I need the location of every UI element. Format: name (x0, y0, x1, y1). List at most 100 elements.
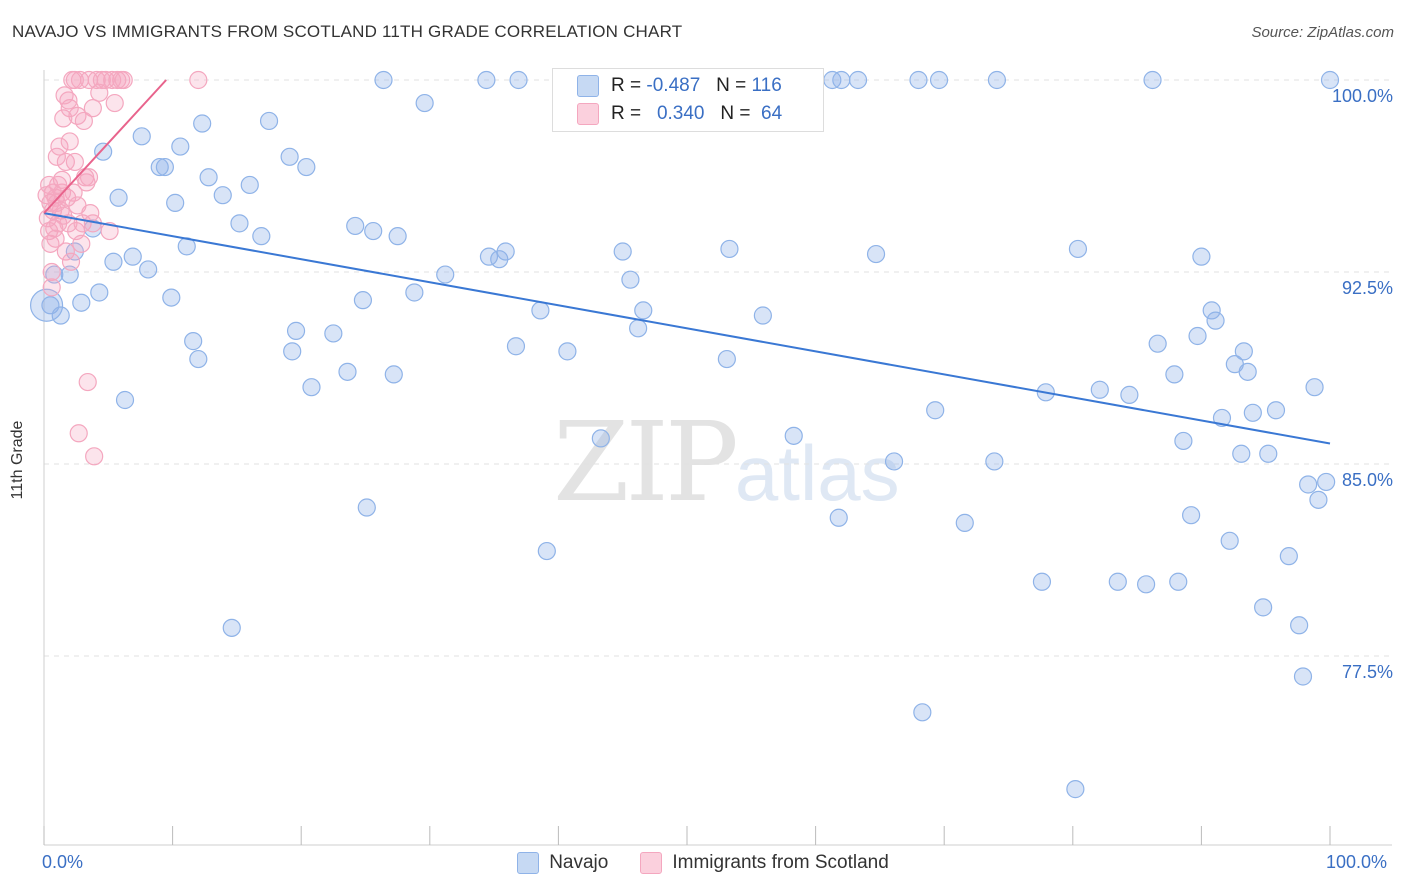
navajo-point (717, 349, 736, 369)
navajo-point (1293, 667, 1313, 686)
scotland-points (37, 70, 208, 466)
navajo-point (302, 378, 321, 397)
legend-navajo-swatch (517, 852, 540, 874)
navajo-point (286, 321, 306, 340)
scotland-point (77, 173, 96, 192)
navajo-point (283, 342, 302, 361)
scotland-trend-line (43, 79, 167, 214)
navajo-point (240, 175, 259, 195)
stats-row-scotland: R = 0.340 N = 64 (577, 100, 782, 128)
navajo-point (1206, 311, 1225, 330)
navajo-point (784, 426, 803, 445)
navajo-point (1266, 401, 1286, 420)
navajo-point (384, 365, 403, 384)
navajo-point (884, 452, 904, 471)
navajo-point (1169, 572, 1188, 591)
scotland-point (46, 229, 65, 248)
navajo-point (184, 332, 203, 351)
navajo-point (1317, 472, 1336, 492)
navajo-point (909, 70, 928, 90)
legend-scotland-swatch (640, 852, 663, 874)
navajo-point (509, 70, 528, 90)
navajo-point (558, 342, 577, 361)
navajo-r-label: R = (611, 75, 642, 96)
navajo-point (166, 193, 185, 212)
navajo-point (104, 252, 123, 271)
scotland-point (78, 372, 97, 392)
navajo-point (193, 114, 212, 133)
watermark-zip: ZIP (553, 398, 739, 526)
navajo-point (1254, 598, 1273, 617)
navajo-point (496, 242, 515, 261)
navajo-point (1234, 342, 1253, 361)
navajo-point (72, 293, 91, 312)
navajo-point (109, 188, 128, 207)
navajo-point (1090, 380, 1109, 399)
navajo-r-value: -0.487 (646, 75, 701, 96)
navajo-point (364, 221, 383, 241)
scotland-point (65, 70, 84, 90)
scotland-point (42, 278, 61, 297)
axes (43, 70, 1392, 846)
navajo-point (353, 291, 373, 310)
scotland-point (105, 93, 124, 113)
legend-item-scotland: Immigrants from Scotland (640, 852, 889, 874)
navajo-point (1320, 70, 1340, 90)
navajo-point (1232, 444, 1251, 463)
scotland-point (40, 175, 59, 195)
navajo-point (90, 283, 109, 302)
scotland-point (61, 252, 81, 271)
navajo-point (94, 142, 113, 161)
scotland-point (69, 424, 88, 443)
scotland-point (60, 99, 79, 118)
stats-box: R = -0.487 N = 116 R = 0.340 N = 64 (552, 68, 824, 132)
navajo-point (297, 157, 316, 177)
navajo-point (1290, 616, 1309, 635)
navajo-point (338, 362, 357, 381)
scotland-point (108, 70, 127, 90)
scotland-point (54, 109, 73, 128)
grid-lines (44, 79, 1392, 657)
x-tick-min: 0.0% (42, 852, 84, 872)
navajo-point (621, 270, 640, 289)
navajo-point (848, 70, 868, 90)
navajo-point (866, 244, 886, 264)
navajo-n-label: N = (716, 75, 747, 96)
navajo-point (1148, 334, 1167, 353)
x-tick-max: 100.0% (1326, 852, 1388, 872)
navajo-point (1066, 780, 1085, 799)
navajo-point (1174, 431, 1193, 451)
scotland-point (41, 234, 60, 253)
navajo-point (926, 401, 945, 420)
navajo-point (591, 429, 610, 448)
scotland-point (74, 111, 93, 131)
navajo-point (1143, 70, 1162, 90)
scotland-point (189, 70, 208, 90)
navajo-point (436, 265, 455, 284)
navajo-point (955, 513, 974, 532)
navajo-swatch (577, 75, 599, 97)
navajo-point (1279, 547, 1298, 566)
scotland-n-value: 64 (761, 103, 783, 124)
scotland-point (83, 99, 102, 118)
y-tick-label: 77.5% (1341, 662, 1393, 682)
navajo-point (477, 70, 496, 90)
scotland-point (65, 152, 84, 172)
navajo-point (1305, 378, 1324, 397)
navajo-point (1220, 531, 1239, 550)
navajo-point (1182, 506, 1201, 525)
legend: Navajo Immigrants from Scotland (0, 852, 1406, 874)
y-tick-label: 100.0% (1331, 86, 1393, 106)
navajo-point (531, 301, 550, 320)
navajo-point (1243, 403, 1262, 422)
navajo-trend-line (43, 212, 1331, 445)
scotland-r-label: R = (611, 103, 642, 124)
scotland-point (56, 242, 75, 261)
navajo-point (189, 349, 208, 369)
navajo-point (1202, 301, 1221, 320)
scotland-point (72, 234, 91, 253)
navajo-point (1188, 326, 1207, 346)
navajo-point (913, 703, 932, 722)
navajo-point (1299, 475, 1318, 494)
